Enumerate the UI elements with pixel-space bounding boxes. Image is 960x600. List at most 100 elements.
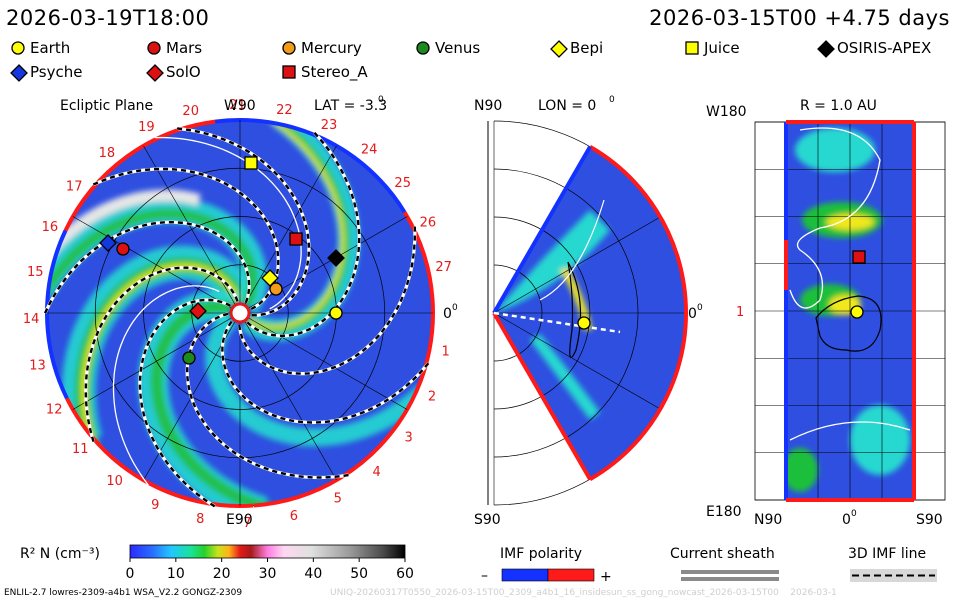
polarity-arc <box>45 229 69 400</box>
field-line <box>176 127 311 317</box>
map-x-right: S90 <box>916 512 943 528</box>
carrington-tick-label: 23 <box>321 118 338 133</box>
current-sheet-line <box>154 136 302 310</box>
meridional-outer-border <box>589 145 688 481</box>
marker-solo <box>189 302 207 320</box>
map-title: R = 1.0 AU <box>800 98 877 114</box>
circle-icon <box>282 41 296 55</box>
marker-juice <box>244 156 258 170</box>
run-id-footer: UNIQ-20260317T0550_2026-03-15T00_2309_a4… <box>330 588 837 598</box>
marker-mars <box>116 242 130 256</box>
ecliptic-zero-label: 0 <box>443 306 452 322</box>
carrington-tick-label: 25 <box>394 176 411 191</box>
map-band <box>786 448 818 492</box>
map-x-mid: 0 <box>842 512 851 528</box>
legend-label: Juice <box>704 39 740 57</box>
carrington-tick-label: 13 <box>29 359 46 374</box>
meridional-spoke <box>493 312 661 410</box>
map-mid-left-label: 1 <box>736 305 744 320</box>
map-current-sheet <box>789 127 881 309</box>
map-current-sheet <box>789 421 911 441</box>
current-sheath-legend: Current sheath <box>670 546 779 581</box>
meridional-upper-edge <box>492 145 592 315</box>
meridional-field-line <box>493 311 621 334</box>
square-icon <box>685 41 699 55</box>
legend-label: Psyche <box>30 63 83 81</box>
grid-spoke <box>72 216 241 314</box>
map-band <box>850 405 910 475</box>
colorbar-tick-label: 50 <box>350 566 368 582</box>
marker-venus <box>182 351 196 365</box>
imf-minus-label: – <box>481 568 488 584</box>
imf-polarity-title: IMF polarity <box>500 546 582 562</box>
meridional-zero-label: 0 <box>688 306 697 322</box>
imf-plus-label: + <box>600 569 612 585</box>
imf-positive-swatch <box>547 568 595 582</box>
current-sheet-line <box>112 285 220 486</box>
carrington-tick-label: 11 <box>72 442 89 457</box>
circle-icon <box>11 41 25 55</box>
colorbar-tick-label: 40 <box>304 566 322 582</box>
meridional-field-lines <box>493 199 621 359</box>
meridional-lon-label: LON = 0 <box>538 98 596 114</box>
colorbar-gradient <box>129 544 406 559</box>
carrington-tick-label: 7 <box>243 516 251 531</box>
map-stereo-a-marker <box>852 250 866 264</box>
ecliptic-polarity-border <box>45 118 435 508</box>
carrington-tick-label: 8 <box>196 512 204 527</box>
legend-label: Bepi <box>570 39 604 57</box>
ecliptic-lat-label: LAT = -3.3 <box>314 98 387 114</box>
marker-psyche <box>99 234 117 252</box>
colorbar-tick-label: 60 <box>396 566 414 582</box>
legend-label: Mercury <box>301 39 362 57</box>
grid-spoke <box>143 145 241 314</box>
colorbar-tick-label: 30 <box>259 566 277 582</box>
current-sheath-title: Current sheath <box>670 546 775 562</box>
carrington-tick-label: 6 <box>290 509 298 524</box>
field-line <box>84 266 239 443</box>
carrington-tick-label: 27 <box>435 260 452 275</box>
carrington-tick-label: 4 <box>373 465 381 480</box>
map-panel: R = 1.0 AU W180 E180 1 N90 0 0 S90 <box>706 98 946 528</box>
ecliptic-title: Ecliptic Plane <box>60 98 153 114</box>
circle-icon <box>147 41 161 55</box>
carrington-tick-label: 1 <box>441 344 449 359</box>
circle-icon <box>416 41 430 55</box>
ecliptic-w-label: W90 <box>224 98 256 114</box>
map-top-left-label: W180 <box>706 104 747 120</box>
carrington-tick-label: 20 <box>182 104 199 119</box>
legend-label: OSIRIS-APEX <box>837 39 932 57</box>
map-x-left: N90 <box>754 512 782 528</box>
map-bottom-left-label: E180 <box>706 504 742 520</box>
polarity-arc <box>253 211 435 508</box>
imf-line-title: 3D IMF line <box>848 546 926 562</box>
left-timestamp: 2026-03-19T18:00 <box>6 6 210 30</box>
legend-label: SolO <box>166 63 201 81</box>
imf-line-background <box>850 569 937 582</box>
meridional-polarity-border <box>492 145 688 481</box>
marker-mercury <box>269 282 283 296</box>
imf-polarity-legend: IMF polarity – + <box>481 546 612 585</box>
ecliptic-e-label: E90 <box>226 512 253 528</box>
carrington-tick-label: 22 <box>276 103 293 118</box>
carrington-tick-label: 26 <box>420 216 437 231</box>
carrington-tick-label: 21 <box>229 98 246 113</box>
imf-line-legend: 3D IMF line <box>848 546 937 582</box>
field-line <box>92 167 280 311</box>
polarity-arc <box>63 119 216 232</box>
carrington-tick-label: 5 <box>334 492 342 507</box>
carrington-tick-label: 12 <box>46 403 63 418</box>
density-streamer <box>205 311 430 447</box>
meridional-panel: N90 LON = 0 0 S90 0 0 <box>474 95 703 528</box>
colorbar-tick-label: 10 <box>167 566 185 582</box>
model-footer: ENLIL-2.7 lowres-2309-a4b1 WSA_V2.2 GONG… <box>4 588 243 598</box>
meridional-band <box>560 268 592 330</box>
meridional-spoke <box>493 216 661 314</box>
carrington-tick-label: 24 <box>361 143 378 158</box>
ecliptic-lat-degree: 0 <box>378 95 384 105</box>
field-line <box>246 131 361 337</box>
